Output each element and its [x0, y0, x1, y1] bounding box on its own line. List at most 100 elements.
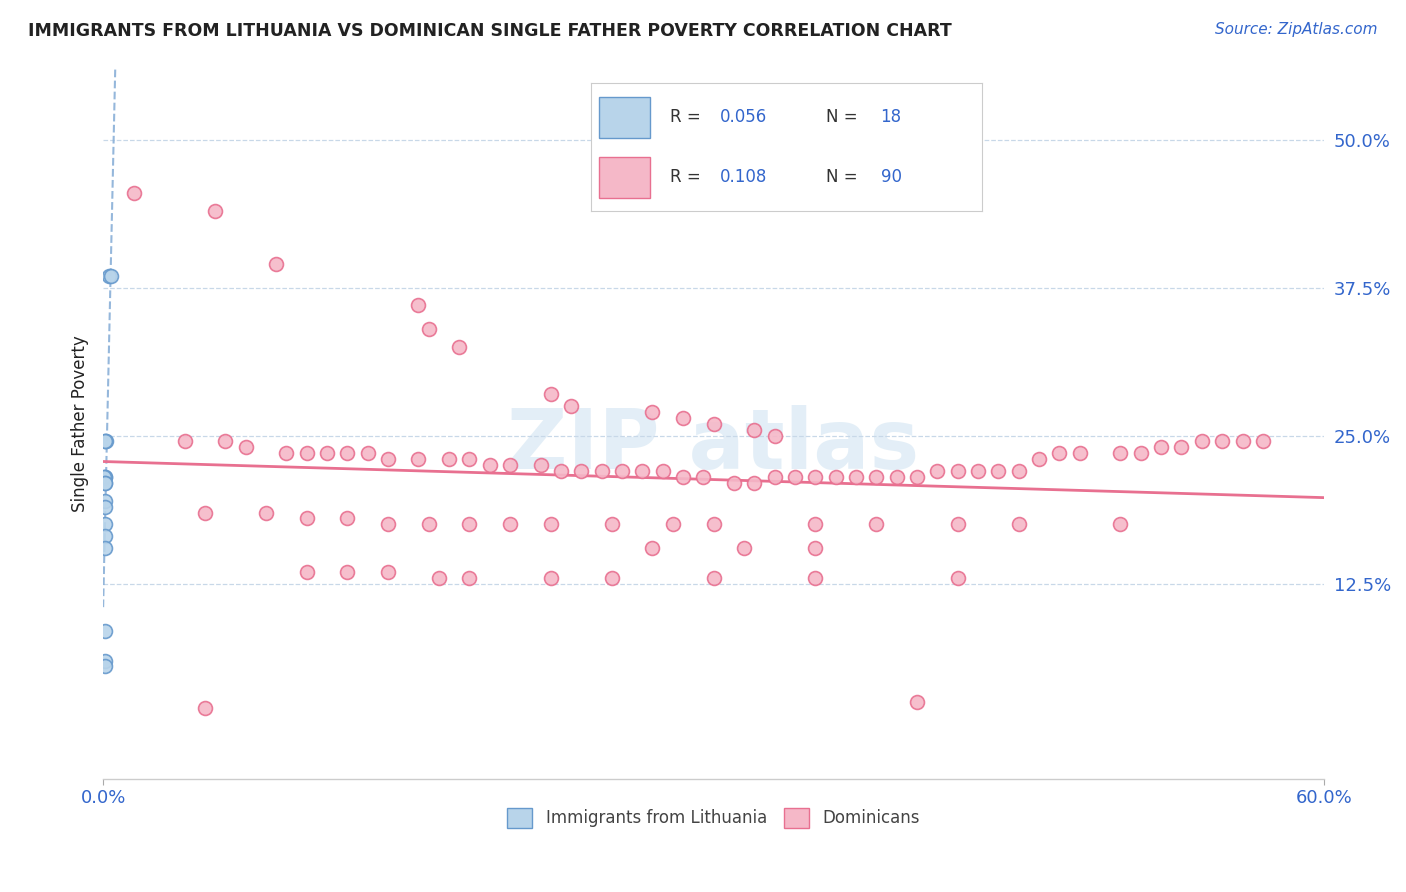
- Point: [449, 340, 471, 354]
- Point: [437, 452, 460, 467]
- Point: [702, 417, 724, 431]
- Point: [336, 511, 359, 525]
- Point: [946, 517, 969, 532]
- Point: [408, 452, 430, 467]
- Point: [94, 659, 117, 673]
- Point: [1069, 446, 1091, 460]
- Point: [1232, 434, 1254, 449]
- Point: [672, 470, 695, 484]
- Point: [204, 203, 226, 218]
- Point: [98, 268, 121, 283]
- Point: [865, 470, 887, 484]
- Point: [651, 464, 673, 478]
- Point: [631, 464, 654, 478]
- Point: [550, 464, 572, 478]
- Point: [600, 571, 623, 585]
- Point: [499, 517, 522, 532]
- Point: [499, 458, 522, 472]
- Point: [1211, 434, 1233, 449]
- Point: [377, 452, 399, 467]
- Point: [94, 470, 117, 484]
- Point: [427, 571, 450, 585]
- Point: [214, 434, 236, 449]
- Point: [600, 517, 623, 532]
- Point: [94, 470, 117, 484]
- Point: [1251, 434, 1274, 449]
- Point: [804, 470, 827, 484]
- Point: [478, 458, 501, 472]
- Point: [295, 565, 318, 579]
- Point: [1170, 441, 1192, 455]
- Point: [96, 434, 118, 449]
- Point: [93, 470, 115, 484]
- Point: [641, 405, 664, 419]
- Point: [804, 517, 827, 532]
- Point: [94, 500, 117, 514]
- Point: [94, 434, 117, 449]
- Point: [702, 571, 724, 585]
- Point: [529, 458, 551, 472]
- Point: [845, 470, 868, 484]
- Point: [377, 565, 399, 579]
- Point: [540, 571, 562, 585]
- Point: [804, 571, 827, 585]
- Point: [692, 470, 714, 484]
- Point: [458, 571, 481, 585]
- Point: [591, 464, 613, 478]
- Point: [458, 517, 481, 532]
- Point: [235, 441, 257, 455]
- Point: [94, 475, 117, 490]
- Point: [94, 653, 117, 667]
- Point: [408, 298, 430, 312]
- Point: [763, 428, 786, 442]
- Point: [336, 446, 359, 460]
- Point: [540, 387, 562, 401]
- Point: [1047, 446, 1070, 460]
- Point: [946, 571, 969, 585]
- Point: [967, 464, 990, 478]
- Point: [94, 434, 117, 449]
- Point: [987, 464, 1010, 478]
- Point: [276, 446, 298, 460]
- Point: [100, 268, 122, 283]
- Point: [254, 506, 277, 520]
- Point: [610, 464, 633, 478]
- Point: [377, 517, 399, 532]
- Point: [336, 565, 359, 579]
- Point: [763, 470, 786, 484]
- Point: [733, 541, 755, 555]
- Point: [1008, 517, 1031, 532]
- Point: [194, 506, 217, 520]
- Point: [662, 517, 685, 532]
- Point: [905, 470, 928, 484]
- Point: [94, 493, 117, 508]
- Point: [458, 452, 481, 467]
- Point: [122, 186, 145, 200]
- Y-axis label: Single Father Poverty: Single Father Poverty: [72, 335, 89, 512]
- Point: [316, 446, 339, 460]
- Point: [723, 475, 745, 490]
- Point: [783, 470, 806, 484]
- Point: [173, 434, 195, 449]
- Point: [1008, 464, 1031, 478]
- Point: [804, 541, 827, 555]
- Point: [540, 517, 562, 532]
- Text: IMMIGRANTS FROM LITHUANIA VS DOMINICAN SINGLE FATHER POVERTY CORRELATION CHART: IMMIGRANTS FROM LITHUANIA VS DOMINICAN S…: [28, 22, 952, 40]
- Point: [1028, 452, 1050, 467]
- Point: [94, 517, 117, 532]
- Text: Source: ZipAtlas.com: Source: ZipAtlas.com: [1215, 22, 1378, 37]
- Point: [295, 511, 318, 525]
- Point: [1150, 441, 1173, 455]
- Point: [824, 470, 846, 484]
- Point: [1129, 446, 1152, 460]
- Text: ZIP atlas: ZIP atlas: [508, 405, 920, 485]
- Point: [946, 464, 969, 478]
- Point: [672, 410, 695, 425]
- Point: [886, 470, 908, 484]
- Point: [194, 701, 217, 715]
- Point: [94, 541, 117, 555]
- Point: [356, 446, 378, 460]
- Point: [569, 464, 592, 478]
- Point: [742, 423, 765, 437]
- Point: [1191, 434, 1213, 449]
